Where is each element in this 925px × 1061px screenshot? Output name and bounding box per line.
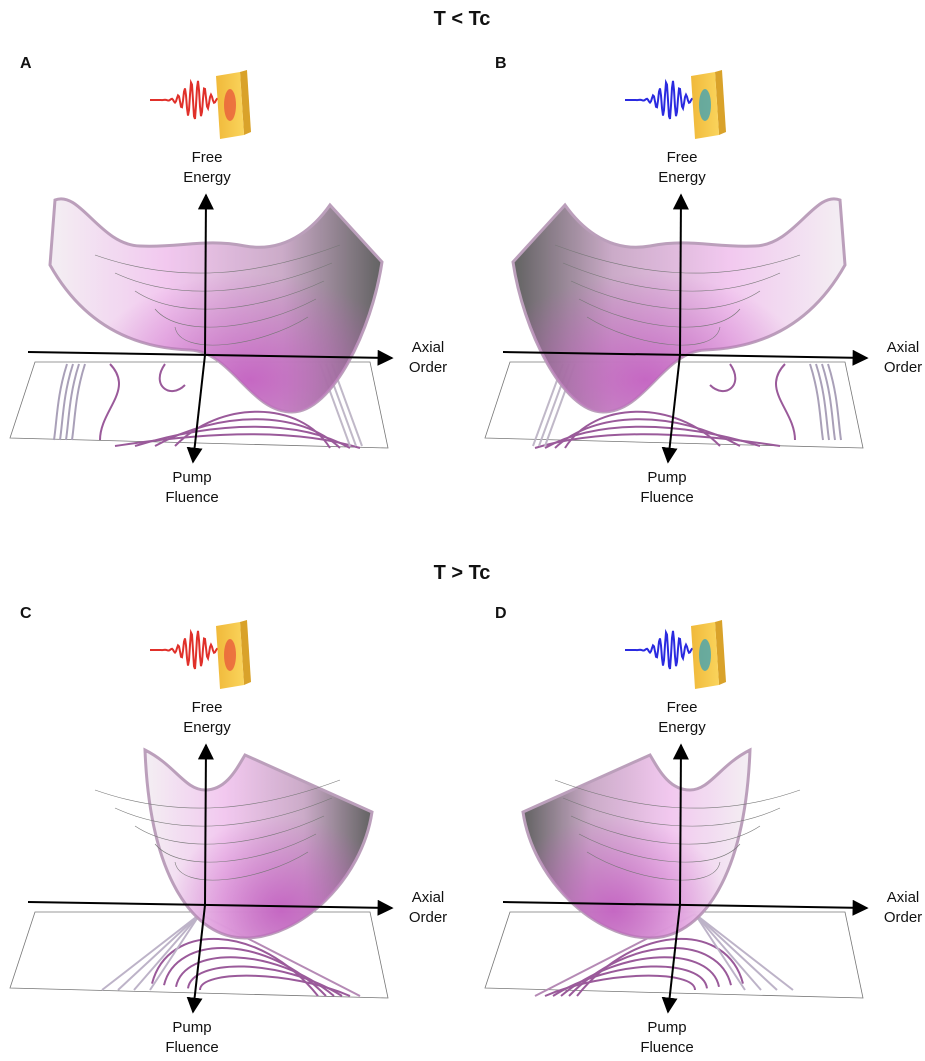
axis-label: Fluence bbox=[165, 489, 218, 506]
energy-surface bbox=[50, 199, 382, 412]
surface-well bbox=[50, 199, 382, 412]
section-title: T < Tc bbox=[434, 8, 491, 30]
section-title: T > Tc bbox=[434, 562, 491, 584]
axis-label: Fluence bbox=[640, 489, 693, 506]
axis-label: Pump bbox=[172, 1019, 211, 1036]
light-pulse bbox=[625, 81, 693, 119]
panel-label: D bbox=[495, 605, 507, 622]
free-energy-axis bbox=[205, 745, 206, 905]
contour bbox=[810, 364, 823, 440]
pump-fluence-axis bbox=[668, 355, 680, 462]
figure: T < Tc T > Tc A Free Axial Pump Energy Order F… bbox=[0, 0, 925, 1061]
pump-spot bbox=[699, 639, 711, 671]
contour bbox=[710, 364, 735, 391]
contour bbox=[695, 914, 777, 990]
panel-label: C bbox=[20, 605, 32, 622]
panel: C Free Axial Pump Energy Order Fluence bbox=[10, 605, 447, 1056]
pump-spot bbox=[224, 639, 236, 671]
contour bbox=[188, 966, 342, 996]
contour bbox=[102, 914, 200, 990]
free-energy-axis bbox=[680, 195, 681, 355]
axis-label: Free bbox=[667, 149, 698, 166]
axis-label: Pump bbox=[172, 469, 211, 486]
light-pulse bbox=[150, 81, 218, 119]
axis-label: Order bbox=[409, 359, 447, 376]
contour bbox=[72, 364, 85, 440]
surface-well bbox=[145, 750, 372, 938]
axis-label: Free bbox=[192, 699, 223, 716]
energy-surface bbox=[523, 750, 800, 938]
axis-label: Fluence bbox=[165, 1039, 218, 1056]
axis-label: Pump bbox=[647, 1019, 686, 1036]
free-energy-axis bbox=[205, 195, 206, 355]
axis-label: Energy bbox=[658, 719, 706, 736]
contour bbox=[569, 948, 731, 996]
axis-label: Free bbox=[192, 149, 223, 166]
pump-spot bbox=[699, 89, 711, 121]
energy-surface bbox=[95, 750, 372, 938]
axis-label: Axial bbox=[887, 889, 920, 906]
surface-well bbox=[513, 199, 845, 412]
axis-label: Axial bbox=[887, 339, 920, 356]
free-energy-axis bbox=[680, 745, 681, 905]
contour bbox=[135, 427, 350, 448]
pump-fluence-axis bbox=[193, 355, 205, 462]
axis-label: Order bbox=[884, 359, 922, 376]
axis-label: Energy bbox=[658, 169, 706, 186]
panel-label: A bbox=[20, 55, 32, 72]
contour bbox=[100, 364, 119, 440]
axis-label: Fluence bbox=[640, 1039, 693, 1056]
axis-label: Energy bbox=[183, 169, 231, 186]
light-pulse bbox=[150, 631, 218, 669]
panel: B Free Axial Pump Energy Order Fluence bbox=[485, 55, 922, 506]
contour bbox=[776, 364, 795, 440]
pump-spot bbox=[224, 89, 236, 121]
axis-label: Axial bbox=[412, 339, 445, 356]
energy-surface bbox=[513, 199, 845, 412]
axis-label: Energy bbox=[183, 719, 231, 736]
axis-label: Axial bbox=[412, 889, 445, 906]
axis-label: Order bbox=[884, 909, 922, 926]
panel-label: B bbox=[495, 55, 507, 72]
panel: A Free Axial Pump Energy Order Fluence bbox=[10, 55, 447, 506]
light-pulse bbox=[625, 631, 693, 669]
axis-label: Order bbox=[409, 909, 447, 926]
contour bbox=[695, 914, 793, 990]
axis-label: Pump bbox=[647, 469, 686, 486]
surface-well bbox=[523, 750, 750, 938]
contour bbox=[164, 948, 326, 996]
panel: D Free Axial Pump Energy Order Fluence bbox=[485, 605, 922, 1056]
axis-label: Free bbox=[667, 699, 698, 716]
contour bbox=[118, 914, 200, 990]
contour bbox=[160, 364, 185, 391]
